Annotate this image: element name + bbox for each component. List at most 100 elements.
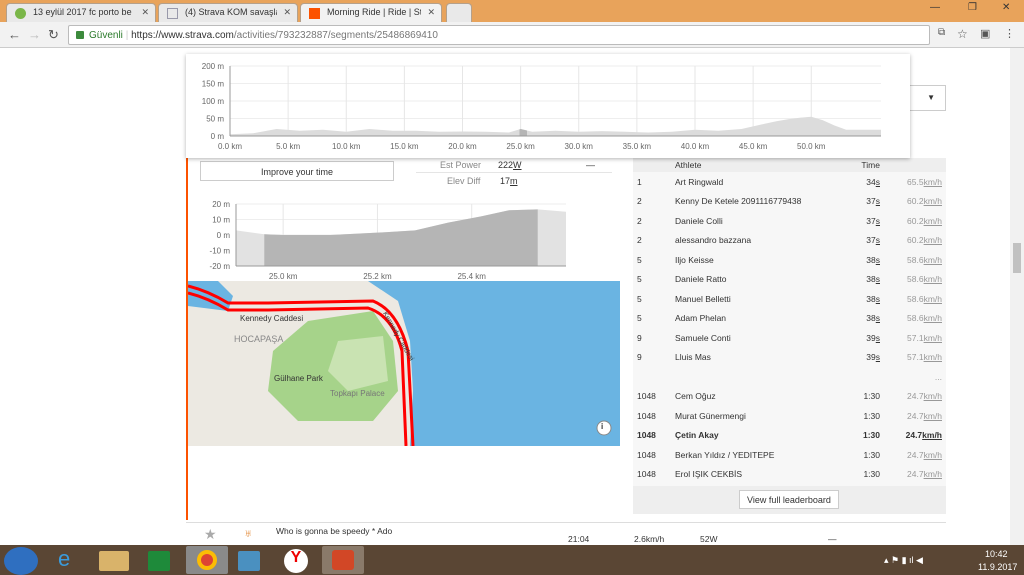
leaderboard-row[interactable]: 9 Samuele Conti 39s 57.1km/h (633, 328, 946, 348)
back-icon[interactable]: ← (8, 27, 21, 42)
reload-icon[interactable]: ↻ (48, 27, 59, 42)
strava-icon (309, 8, 320, 19)
athlete-name[interactable]: Erol IŞIK CEKBİS (675, 469, 743, 480)
map-label: Kennedy Caddesi (240, 314, 304, 323)
speed: 60.2km/h (907, 196, 942, 207)
star-icon[interactable]: ☆ (957, 27, 968, 41)
close-icon[interactable]: ✕ (141, 7, 149, 17)
close-window-icon[interactable]: ✕ (1002, 2, 1011, 13)
tab-1[interactable]: 13 eylül 2017 fc porto be ✕ (6, 3, 156, 22)
scrollbar-thumb[interactable] (1013, 243, 1021, 273)
leaderboard-row[interactable]: 1048 Erol IŞIK CEKBİS 1:30 24.7km/h (633, 465, 946, 485)
powerpoint-icon[interactable] (322, 546, 364, 574)
segment-row[interactable]: ★ ♅ Who is gonna be speedy * Ado 21:04 2… (186, 522, 946, 545)
segment-name[interactable]: Who is gonna be speedy * Ado (276, 526, 393, 536)
rank: 5 (637, 313, 642, 324)
minimize-icon[interactable]: — (930, 2, 940, 13)
segment-dash: — (828, 534, 837, 544)
maximize-icon[interactable]: ❐ (968, 2, 977, 13)
leaderboard-row[interactable]: 9 Lluis Mas 39s 57.1km/h (633, 348, 946, 368)
map-label: HOCAPAŞA (234, 334, 284, 344)
extension-icon[interactable]: ▣ (980, 28, 991, 40)
tray-icons[interactable]: ▴ ⚑ ▮ ıl ◀ (884, 555, 923, 565)
time: 37s (866, 215, 880, 226)
app-icon[interactable] (238, 551, 260, 571)
athlete-name[interactable]: Berkan Yıldız / YEDITEPE (675, 449, 775, 460)
menu-icon[interactable]: ⋮ (1004, 28, 1015, 40)
rank: 2 (637, 196, 642, 207)
tab-3-active[interactable]: Morning Ride | Ride | Stra ✕ (300, 3, 442, 22)
leaderboard-row[interactable]: 1048 Cem Oğuz 1:30 24.7km/h (633, 387, 946, 407)
view-full-leaderboard-button[interactable]: View full leaderboard (739, 490, 839, 509)
athlete-name[interactable]: Adam Phelan (675, 313, 727, 324)
leaderboard-row[interactable]: 1 Art Ringwald 34s 65.5km/h (633, 172, 946, 192)
speed: 60.2km/h (907, 215, 942, 226)
segment-highlight-area (519, 129, 528, 136)
chrome-icon[interactable] (186, 546, 228, 574)
secure-label: Güvenli (89, 30, 123, 41)
segment-time: 21:04 (568, 534, 590, 544)
leaderboard-row[interactable]: 5 Adam Phelan 38s 58.6km/h (633, 309, 946, 329)
leaderboard-row[interactable]: 5 Manuel Belletti 38s 58.6km/h (633, 289, 946, 309)
athlete-name[interactable]: Daniele Ratto (675, 274, 727, 285)
segment-highlight-area (264, 209, 538, 266)
athlete-name[interactable]: Samuele Conti (675, 332, 731, 343)
athlete-name[interactable]: alessandro bazzana (675, 235, 752, 246)
leaderboard-row[interactable]: 2 alessandro bazzana 37s 60.2km/h (633, 231, 946, 251)
activity-elevation-svg: 200 m 150 m 100 m 50 m 0 m0.0 km 5.0 km 10.0 k… (202, 62, 881, 151)
speed: 24.7km/h (907, 391, 942, 402)
forward-icon[interactable]: → (28, 27, 41, 42)
tab-title: (4) Strava KOM savaşları (185, 7, 277, 17)
athlete-name[interactable]: Iljo Keisse (675, 254, 714, 265)
speed: 24.7km/h (907, 410, 942, 421)
speed: 58.6km/h (907, 313, 942, 324)
info-icon[interactable]: i (601, 422, 604, 431)
time: 1:30 (862, 430, 880, 441)
medal-icon: ♅ (244, 528, 253, 540)
x-tick-label: 0.0 km (218, 142, 242, 151)
athlete-name[interactable]: Kenny De Ketele 2091116779438 (675, 196, 802, 207)
address-bar[interactable]: Güvenli | https://www.strava.com/activit… (68, 25, 930, 45)
rank: 1048 (637, 469, 656, 480)
athlete-name[interactable]: Art Ringwald (675, 176, 724, 187)
leaderboard-row[interactable]: 1048 Çetin Akay 1:30 24.7km/h (633, 426, 946, 446)
translate-icon[interactable]: ⧉ (938, 27, 946, 38)
ie-icon[interactable]: e (58, 546, 71, 571)
leaderboard-row[interactable]: 5 Daniele Ratto 38s 58.6km/h (633, 270, 946, 290)
new-tab-button[interactable] (446, 3, 472, 22)
yandex-icon[interactable]: Y (284, 549, 308, 573)
athlete-name[interactable]: Lluis Mas (675, 352, 711, 363)
close-icon[interactable]: ✕ (283, 7, 291, 17)
time: 38s (866, 274, 880, 285)
athlete-name[interactable]: Cem Oğuz (675, 391, 716, 402)
athlete-name[interactable]: Çetin Akay (675, 430, 719, 441)
filter-dropdown[interactable]: ▼ (906, 85, 946, 111)
scrollbar[interactable] (1010, 48, 1024, 545)
store-icon[interactable] (148, 551, 170, 571)
explorer-icon[interactable] (99, 551, 129, 571)
athlete-name[interactable]: Manuel Belletti (675, 293, 731, 304)
time: 38s (866, 313, 880, 324)
athlete-name[interactable]: Murat Günermengi (675, 410, 746, 421)
time: 39s (866, 332, 880, 343)
leaderboard-row[interactable]: 5 Iljo Keisse 38s 58.6km/h (633, 250, 946, 270)
leaderboard-row[interactable]: 1048 Berkan Yıldız / YEDITEPE 1:30 24.7km/h (633, 445, 946, 465)
elev-diff-label: Elev Diff (447, 176, 481, 186)
rank: 1048 (637, 430, 656, 441)
selected-segment-bar (186, 158, 188, 520)
star-icon[interactable]: ★ (204, 526, 217, 542)
improve-time-button[interactable]: Improve your time (200, 161, 394, 181)
time: 37s (866, 235, 880, 246)
close-icon[interactable]: ✕ (427, 7, 435, 17)
athlete-name[interactable]: Daniele Colli (675, 215, 723, 226)
leaderboard-row[interactable]: 2 Daniele Colli 37s 60.2km/h (633, 211, 946, 231)
tab-2[interactable]: (4) Strava KOM savaşları ✕ (158, 3, 298, 22)
leaderboard-row[interactable]: 1048 Murat Günermengi 1:30 24.7km/h (633, 406, 946, 426)
speed-header (884, 158, 946, 172)
y-tick-label: 0 m (217, 231, 231, 240)
segment-map[interactable]: Kennedy Caddesi Kennedy Caddesi HOCAPAŞA… (188, 281, 620, 446)
speed: 65.5km/h (907, 176, 942, 187)
start-button[interactable] (4, 547, 38, 575)
leaderboard-row[interactable]: 2 Kenny De Ketele 2091116779438 37s 60.2km/… (633, 192, 946, 212)
